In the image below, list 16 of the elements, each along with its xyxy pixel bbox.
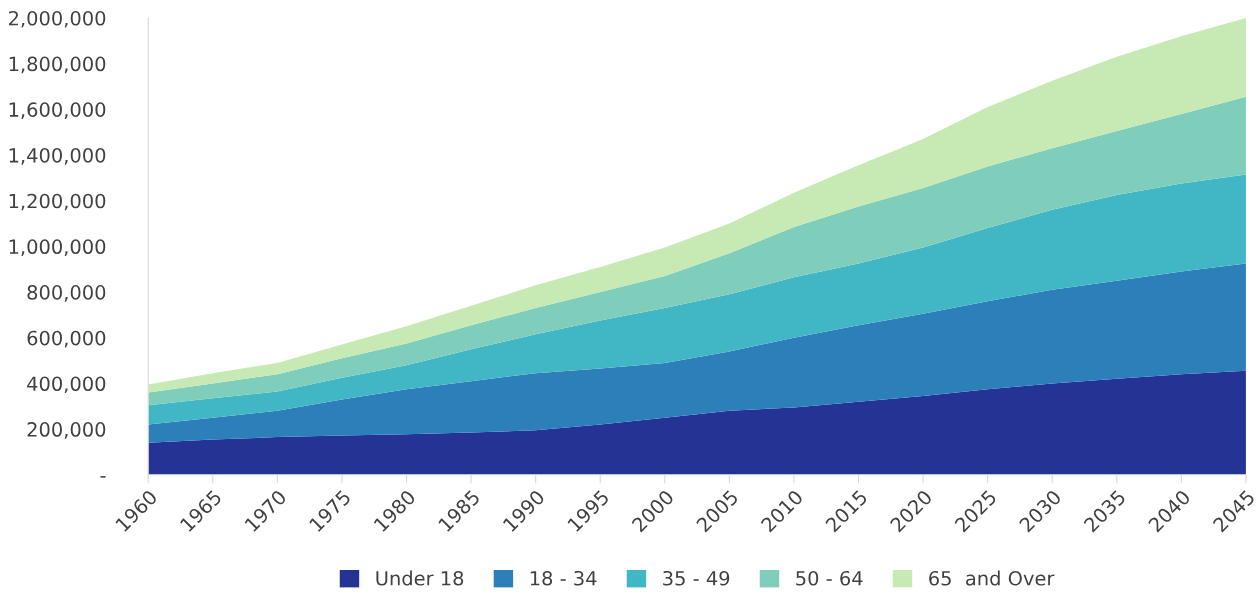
y-tick-label: 400,000 — [27, 376, 106, 394]
legend-label: 18 - 34 — [530, 570, 597, 586]
y-tick-label: 800,000 — [27, 285, 106, 302]
y-tick-label: 1,800,000 — [9, 56, 106, 74]
y-tick-label: 600,000 — [27, 330, 106, 348]
y-tick-label: - — [100, 476, 106, 478]
y-tick-label: 1,400,000 — [9, 147, 106, 165]
legend-label: Under 18 — [376, 570, 464, 586]
y-tick-label: 1,000,000 — [9, 239, 106, 257]
legend-label: 35 - 49 — [663, 570, 730, 586]
legend-label: 65 and Over — [929, 570, 1055, 586]
y-tick-label: 2,000,000 — [9, 10, 106, 28]
y-tick-label: 200,000 — [27, 422, 106, 439]
y-tick-label: 1,200,000 — [9, 193, 106, 211]
y-tick-label: 1,600,000 — [9, 102, 106, 119]
legend-label: 50 - 64 — [796, 570, 863, 586]
